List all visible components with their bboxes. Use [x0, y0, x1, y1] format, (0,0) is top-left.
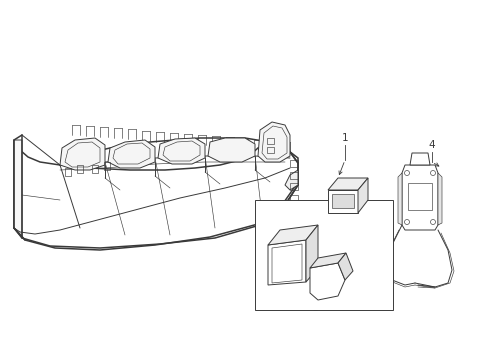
Polygon shape	[398, 173, 402, 225]
Text: 4: 4	[429, 140, 435, 150]
Polygon shape	[14, 140, 22, 238]
Polygon shape	[258, 122, 290, 162]
Polygon shape	[410, 153, 430, 165]
Bar	[255, 200, 393, 310]
Polygon shape	[14, 140, 298, 248]
Text: 1: 1	[342, 133, 348, 143]
Polygon shape	[310, 253, 346, 268]
Text: 2: 2	[255, 213, 261, 223]
Polygon shape	[108, 140, 155, 168]
Polygon shape	[328, 178, 368, 190]
Polygon shape	[402, 165, 438, 230]
Text: 3: 3	[312, 303, 318, 313]
Polygon shape	[306, 225, 318, 282]
Polygon shape	[438, 173, 442, 225]
Polygon shape	[60, 138, 105, 170]
Bar	[267, 138, 274, 144]
Polygon shape	[332, 194, 354, 208]
Polygon shape	[310, 263, 345, 300]
Polygon shape	[268, 225, 318, 245]
Polygon shape	[158, 138, 205, 164]
Polygon shape	[338, 253, 353, 280]
Polygon shape	[285, 170, 298, 190]
Bar	[267, 147, 274, 153]
Polygon shape	[358, 178, 368, 213]
Polygon shape	[328, 190, 358, 213]
Polygon shape	[268, 240, 306, 285]
Polygon shape	[208, 138, 255, 162]
